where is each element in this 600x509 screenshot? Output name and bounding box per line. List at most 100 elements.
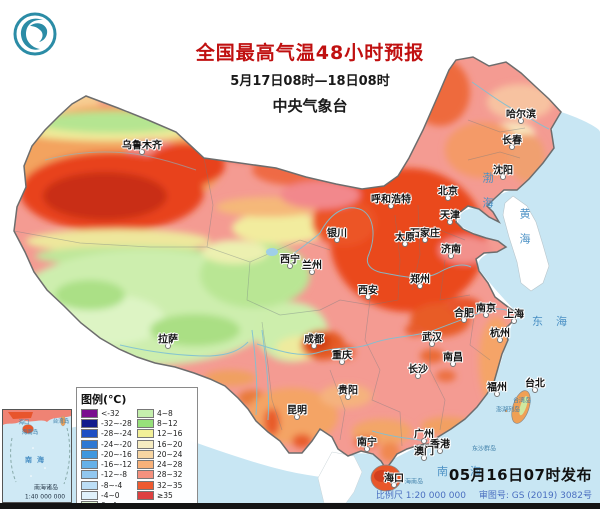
legend-swatch [137, 470, 154, 480]
sea-label: 渤海 [481, 172, 494, 222]
cma-logo [12, 11, 58, 57]
legend-item: -16~-12 [81, 459, 137, 470]
legend-swatch [81, 429, 98, 439]
legend-swatch [137, 408, 154, 418]
city-dot [364, 446, 370, 452]
city-dot [309, 269, 315, 275]
legend-item: -32~-28 [81, 418, 137, 428]
city-dot [461, 317, 467, 323]
city-label: 武汉 [422, 332, 442, 344]
south-china-sea-inset: 海口 台湾岛 海南岛 南海 南海诸岛 1:40 000 000 [2, 409, 72, 503]
legend-item: -24~-20 [81, 439, 137, 449]
legend-item: 8~12 [137, 418, 193, 428]
city-dot [494, 391, 500, 397]
legend-item: 24~28 [137, 459, 193, 470]
east-south-sea [335, 112, 600, 503]
city-label: 香港 [430, 439, 450, 451]
city-label: 澳门 [414, 446, 434, 458]
city-label: 昆明 [287, 405, 307, 417]
city-dot [421, 455, 427, 461]
city-dot [294, 414, 300, 420]
korea-peninsula [502, 195, 550, 292]
city-label: 哈尔滨 [506, 109, 536, 121]
city-label: 南京 [476, 303, 496, 315]
legend-swatch [81, 408, 98, 418]
city-dot [511, 318, 517, 324]
city-label: 银川 [327, 228, 347, 240]
legend-range: 8~12 [157, 418, 178, 428]
city-label: 兰州 [302, 260, 322, 272]
inset-map [3, 410, 71, 502]
legend-swatch [137, 491, 154, 501]
inset-label: 海南岛 [21, 430, 39, 436]
approval-number: 审图号: GS (2019) 3082号 [478, 491, 592, 501]
legend-range: 16~20 [157, 439, 183, 449]
city-dot [334, 237, 340, 243]
legend-swatch [137, 439, 154, 449]
city-dot [415, 373, 421, 379]
city-dot [532, 387, 538, 393]
legend-swatch [81, 418, 98, 428]
inset-label: 海口 [18, 420, 30, 426]
city-label: 合肥 [454, 308, 474, 320]
city-label: 重庆 [332, 350, 352, 362]
legend-range: <-32 [101, 408, 120, 418]
legend-item: -28~-24 [81, 429, 137, 439]
city-label: 拉萨 [158, 334, 178, 346]
sea-label: 东海 [532, 315, 580, 328]
legend-range: -4~0 [101, 491, 120, 501]
legend-range: 24~28 [157, 460, 183, 470]
temperature-legend: 图例(℃) <-32 -32~-28 -28~-24 -24~-20 -20~-16 -1… [76, 387, 198, 509]
rivers [44, 81, 550, 442]
island-label: 澎湖列岛 [495, 406, 521, 414]
city-label: 郑州 [410, 274, 430, 286]
city-label: 上海 [504, 309, 524, 321]
city-dot [287, 263, 293, 269]
city-label: 长春 [502, 135, 522, 147]
legend-range: 32~35 [157, 480, 183, 490]
legend-item: -12~-8 [81, 470, 137, 480]
issue-info: 05月16日07时发布 比例尺 1:20 000 000 审图号: GS (20… [366, 464, 592, 501]
city-label: 台北 [525, 378, 545, 390]
island-label: 东沙群岛 [471, 445, 497, 453]
legend-range: -28~-24 [101, 429, 132, 439]
city-label: 天津 [440, 210, 460, 222]
legend-range: -12~-8 [101, 470, 128, 480]
city-label: 长沙 [408, 364, 428, 376]
map-scale: 比例尺 1:20 000 000 [375, 491, 466, 501]
title-block: 全国最高气温48小时预报 5月17日08时—18日08时 中央气象台 [160, 38, 460, 116]
legend-swatch [81, 449, 98, 459]
city-dot [437, 448, 443, 454]
legend-swatch [81, 470, 98, 480]
penghu-islands [504, 409, 508, 413]
legend-range: 20~24 [157, 449, 183, 459]
legend-swatch [81, 480, 98, 490]
city-label: 西安 [358, 285, 378, 297]
legend-item: 16~20 [137, 439, 193, 449]
sea-label: 黄海 [518, 208, 531, 258]
bottom-bar [0, 503, 600, 509]
city-label: 南宁 [357, 437, 377, 449]
sea-label: 南海 [437, 465, 503, 478]
city-label: 乌鲁木齐 [122, 140, 162, 152]
city-label: 贵阳 [338, 385, 358, 397]
city-dot [445, 195, 451, 201]
legend-range: -32~-28 [101, 418, 132, 428]
legend-range: -20~-16 [101, 449, 132, 459]
city-dot [417, 283, 423, 289]
legend-item: 4~8 [137, 408, 193, 418]
city-dot [483, 312, 489, 318]
province-borders [14, 119, 526, 447]
inset-label: 南海诸岛 [33, 484, 59, 492]
city-dot [165, 343, 171, 349]
issue-meta: 比例尺 1:20 000 000 审图号: GS (2019) 3082号 [366, 488, 592, 501]
legend-swatch [81, 491, 98, 501]
legend-range: 12~16 [157, 429, 183, 439]
city-label: 南昌 [443, 352, 463, 364]
city-dot [450, 361, 456, 367]
city-label: 石家庄 [410, 228, 440, 240]
map-title: 全国最高气温48小时预报 [195, 42, 425, 64]
legend-swatch [81, 460, 98, 470]
